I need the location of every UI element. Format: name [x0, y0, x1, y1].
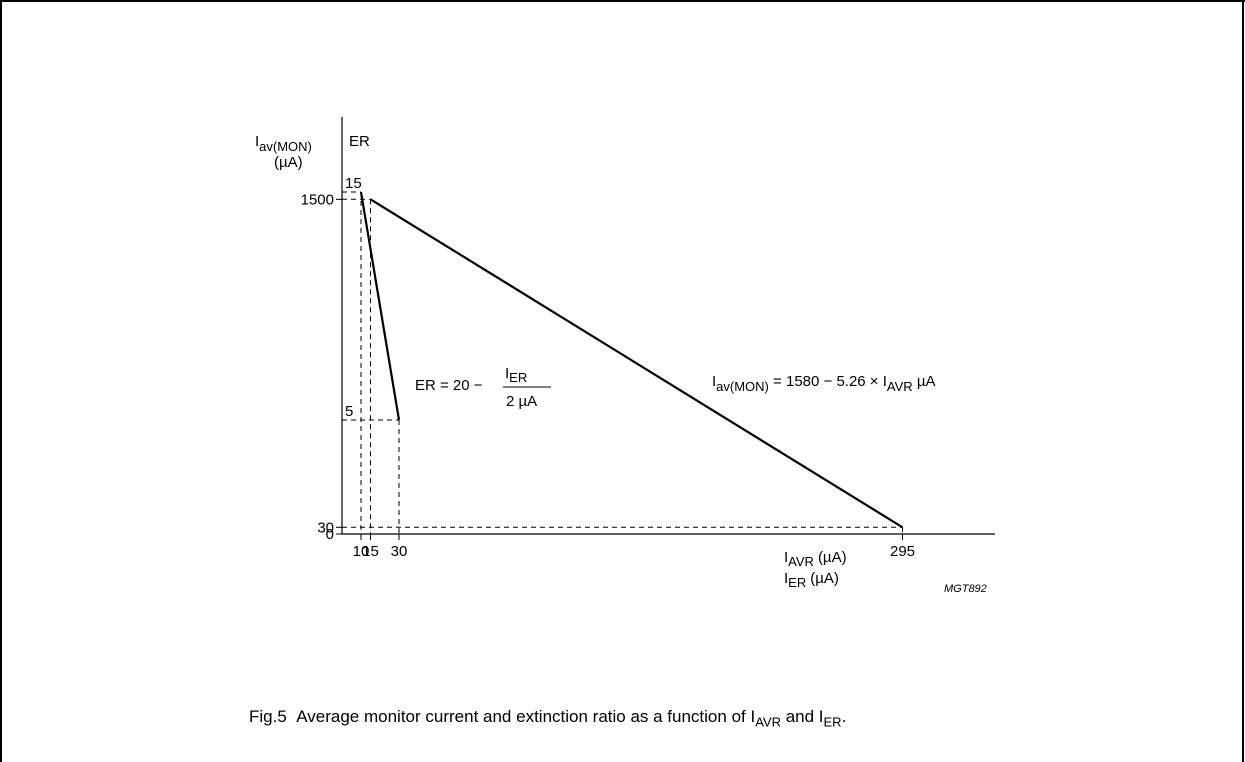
- er-axis-title: ER: [349, 133, 370, 150]
- caption-end: .: [841, 707, 847, 726]
- y-tick-label-30: 30: [317, 519, 334, 536]
- caption-sub-er: ER: [823, 714, 842, 730]
- er-formula-numerator: IER: [505, 365, 527, 385]
- iav-formula: Iav(MON) = 1580 − 5.26 × IAVR µA: [712, 373, 936, 394]
- drawing-code: MGT892: [944, 583, 987, 595]
- x-axis-title-avr: IAVR (µA): [784, 549, 847, 569]
- x-tick-label-15: 15: [362, 543, 379, 560]
- caption-text: Average monitor current and extinction r…: [296, 707, 756, 726]
- x-tick-label-30: 30: [391, 543, 408, 560]
- frame-top-border: [0, 0, 1245, 2]
- x-axis-title-er: IER (µA): [784, 570, 839, 590]
- er-tick-label-15: 15: [345, 175, 362, 192]
- frame-right-border: [1242, 0, 1244, 762]
- frame-left-border: [0, 0, 2, 762]
- x-tick-label-295: 295: [890, 543, 915, 560]
- series-line-iav-mon: [369, 198, 904, 529]
- er-formula-denominator: 2 µA: [506, 393, 537, 410]
- y-axis-unit: (µA): [274, 154, 303, 171]
- figure-caption: Fig.5 Average monitor current and extinc…: [249, 707, 846, 729]
- y-tick-label-1500: 1500: [301, 191, 334, 208]
- er-tick-label-5: 5: [345, 403, 353, 420]
- er-formula-lhs: ER = 20 −: [415, 377, 483, 394]
- x-tick-label-10: 10: [353, 543, 370, 560]
- guide-lines: [342, 191, 903, 534]
- y-axis-title: Iav(MON): [255, 133, 312, 154]
- caption-prefix: Fig.5: [249, 707, 287, 726]
- y-tick-label-0: 0: [326, 526, 334, 543]
- caption-sub-avr: AVR: [755, 714, 781, 730]
- series-lines: [359, 191, 904, 529]
- series-line-er: [359, 191, 401, 421]
- caption-mid: and I: [780, 707, 824, 726]
